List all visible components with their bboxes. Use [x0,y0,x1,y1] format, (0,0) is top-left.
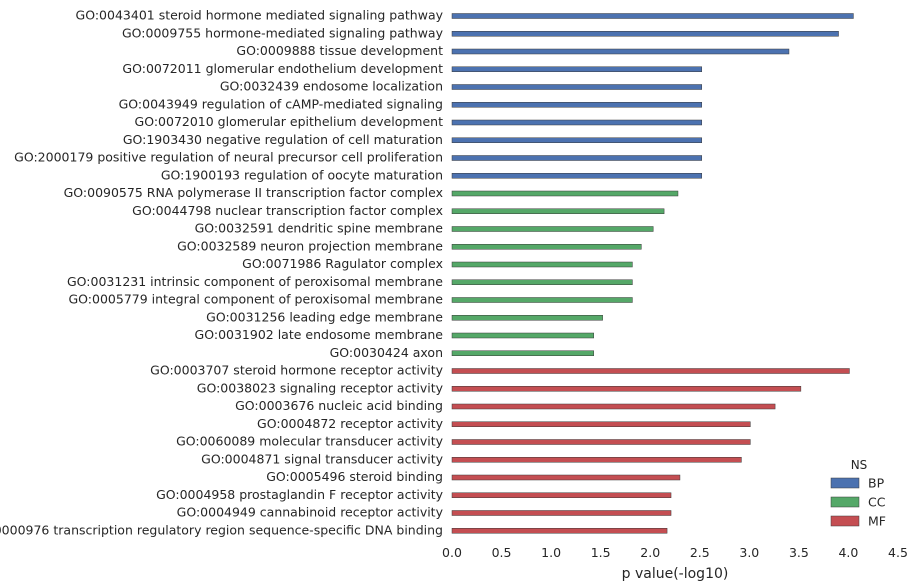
y-tick-label: GO:0072010 glomerular epithelium develop… [135,114,444,129]
x-tick-label: 3.5 [789,545,809,560]
bar-mf [451,421,751,427]
x-tick-label: 2.5 [690,545,710,560]
y-tick-label: GO:0032439 endosome localization [220,79,443,94]
x-tick-label: 0.5 [492,545,512,560]
y-tick-label: GO:0009888 tissue development [236,43,443,58]
bar-mf [451,510,672,516]
bar-mf [451,492,672,498]
y-tick-label: GO:1900193 regulation of oocyte maturati… [161,167,443,182]
x-tick-label: 4.0 [838,545,858,560]
x-tick-label: 2.0 [640,545,660,560]
bar-bp [451,48,790,55]
bar-cc [451,261,633,268]
bar-mf [451,386,802,392]
y-tick-label: GO:0031231 intrinsic component of peroxi… [67,274,443,289]
x-axis-label: p value(-log10) [622,566,729,582]
y-tick-label: GO:0072011 glomerular endothelium develo… [122,61,443,76]
y-tick-label: GO:0004949 cannabinoid receptor activity [177,505,444,520]
legend-entries: BP CC MF [830,476,886,529]
y-tick-label: GO:0000976 transcription regulatory regi… [0,522,443,537]
y-tick-label: GO:0043401 steroid hormone mediated sign… [76,8,444,23]
y-tick-label: GO:2000179 positive regulation of neural… [14,150,443,165]
bar-cc [451,244,642,250]
legend: NS BP CC MF [830,458,886,529]
y-tick-label: GO:0003676 nucleic acid binding [235,398,443,413]
bar-bp [451,13,854,19]
bar-cc [451,297,633,303]
legend-swatch-cc [830,496,860,508]
y-tick-label: GO:0004872 receptor activity [257,416,444,431]
bar-cc [451,332,594,339]
y-tick-label: GO:0038023 signaling receptor activity [197,380,444,395]
bar-bp [451,137,703,143]
y-tick-label: GO:1903430 negative regulation of cell m… [123,132,443,147]
y-tick-label: GO:0060089 molecular transducer activity [176,434,444,449]
bar-mf [451,528,668,534]
legend-label: CC [868,495,886,510]
legend-swatch-bp [830,477,860,489]
bar-bp [451,84,703,90]
bar-cc [451,226,654,232]
legend-swatch-mf [830,515,860,527]
bar-cc [451,190,679,197]
y-tick-label: GO:0031902 late endosome membrane [195,327,444,342]
y-tick-labels: GO:0043401 steroid hormone mediated sign… [0,8,444,538]
bar-mf [451,474,681,481]
y-tick-label: GO:0005496 steroid binding [266,469,443,484]
y-tick-label: GO:0043949 regulation of cAMP-mediated s… [119,96,443,111]
bar-bp [451,173,703,179]
bar-bp [451,66,703,72]
y-tick-label: GO:0003707 steroid hormone receptor acti… [150,363,443,378]
x-tick-label: 0.0 [442,545,462,560]
x-tick-label: 3.0 [739,545,759,560]
bar-mf [451,403,776,410]
y-tick-label: GO:0071986 Ragulator complex [242,256,443,271]
bar-mf [451,368,850,374]
y-tick-label: GO:0032589 neuron projection membrane [177,238,443,253]
bar-cc [451,279,633,285]
bar-bp [451,102,703,108]
x-tick-label: 1.0 [541,545,561,560]
bar-cc [451,208,665,214]
y-tick-label: GO:0090575 RNA polymerase II transcripti… [64,185,443,200]
bars-layer [451,13,854,534]
bar-mf [451,457,742,463]
bar-bp [451,119,703,126]
bar-cc [451,350,594,356]
y-tick-label: GO:0030424 axon [330,345,443,360]
bar-bp [451,31,839,37]
x-tick-labels: 0.0 0.5 1.0 1.5 2.0 2.5 3.0 3.5 4.0 4.5 [442,545,908,560]
y-tick-label: GO:0044798 nuclear transcription factor … [132,203,443,218]
x-tick-label: 1.5 [591,545,611,560]
legend-title: NS [851,458,868,472]
legend-label: BP [868,476,885,491]
bar-mf [451,439,751,445]
y-tick-label: GO:0009755 hormone-mediated signaling pa… [122,25,444,40]
x-tick-label: 4.5 [888,545,908,560]
bar-bp [451,155,703,161]
bar-cc [451,315,603,321]
y-tick-label: GO:0004871 signal transducer activity [201,451,443,466]
y-tick-label: GO:0005779 integral component of peroxis… [69,292,444,307]
y-tick-label: GO:0032591 dendritic spine membrane [195,221,444,236]
y-tick-label: GO:0031256 leading edge membrane [206,309,443,324]
y-tick-label: GO:0004958 prostaglandin F receptor acti… [156,487,444,502]
legend-label: MF [868,514,886,529]
